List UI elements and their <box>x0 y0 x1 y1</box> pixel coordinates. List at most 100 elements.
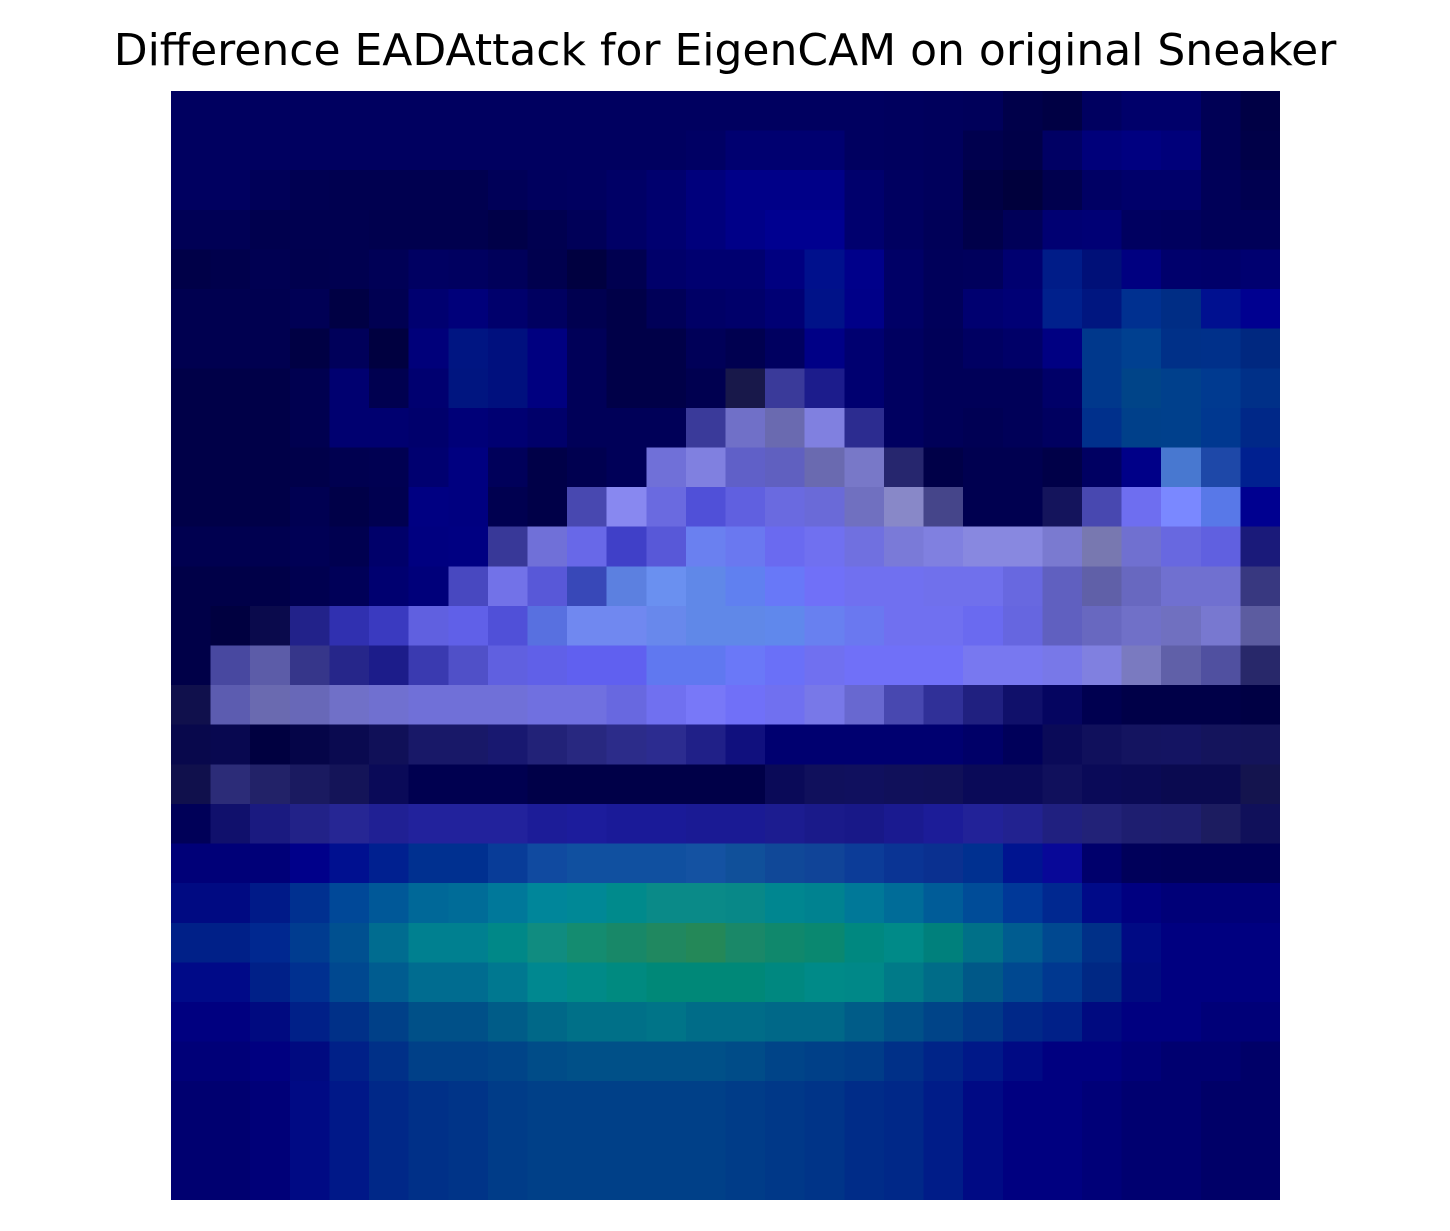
heatmap-cell-r22-c8 <box>487 962 529 1003</box>
heatmap-cell-r22-c23 <box>1081 962 1123 1003</box>
heatmap-cell-r23-c19 <box>923 1001 964 1043</box>
heatmap-cell-r9-c12 <box>646 447 687 488</box>
heatmap-cell-r6-c1 <box>210 328 251 369</box>
heatmap-cell-r9-c4 <box>329 447 370 488</box>
heatmap-cell-r10-c17 <box>844 487 885 528</box>
heatmap-cell-r13-c21 <box>1002 605 1043 647</box>
heatmap-cell-r25-c21 <box>1002 1081 1043 1122</box>
heatmap-cell-r10-c2 <box>250 487 291 528</box>
heatmap-cell-r3-c9 <box>527 209 568 251</box>
heatmap-cell-r24-c15 <box>765 1041 806 1082</box>
heatmap-cell-r22-c17 <box>844 962 885 1003</box>
heatmap-cell-r4-c18 <box>883 249 925 290</box>
heatmap-cell-r23-c14 <box>725 1001 766 1043</box>
heatmap-cell-r3-c14 <box>725 209 766 251</box>
heatmap-cell-r27-c3 <box>289 1160 331 1200</box>
heatmap-cell-r5-c16 <box>804 289 845 330</box>
heatmap-cell-r12-c21 <box>1002 566 1043 607</box>
heatmap-cell-r19-c20 <box>963 843 1004 884</box>
heatmap-cell-r18-c0 <box>171 803 212 845</box>
heatmap-cell-r18-c14 <box>725 803 766 845</box>
heatmap-cell-r6-c9 <box>527 328 568 369</box>
heatmap-cell-r20-c2 <box>250 883 291 924</box>
heatmap-cell-r25-c15 <box>765 1081 806 1122</box>
heatmap-cell-r4-c11 <box>606 249 647 290</box>
heatmap-cell-r15-c25 <box>1161 685 1202 726</box>
heatmap-cell-r18-c24 <box>1121 803 1162 845</box>
heatmap-cell-r17-c9 <box>527 764 568 805</box>
heatmap-cell-r17-c0 <box>171 764 212 805</box>
heatmap-cell-r13-c20 <box>963 605 1004 647</box>
heatmap-cell-r21-c2 <box>250 922 291 963</box>
heatmap-cell-r22-c9 <box>527 962 568 1003</box>
heatmap-cell-r23-c8 <box>487 1001 529 1043</box>
heatmap-cell-r5-c17 <box>844 289 885 330</box>
heatmap-cell-r15-c7 <box>448 685 489 726</box>
heatmap-cell-r5-c18 <box>883 289 925 330</box>
heatmap-cell-r21-c11 <box>606 922 647 963</box>
heatmap-cell-r21-c5 <box>369 922 410 963</box>
heatmap-cell-r4-c21 <box>1002 249 1043 290</box>
heatmap-cell-r1-c20 <box>963 130 1004 171</box>
heatmap-cell-r19-c11 <box>606 843 647 884</box>
heatmap-cell-r16-c13 <box>685 724 727 765</box>
heatmap-cell-r22-c21 <box>1002 962 1043 1003</box>
heatmap-cell-r2-c17 <box>844 170 885 211</box>
heatmap-cell-r21-c14 <box>725 922 766 963</box>
heatmap-cell-r21-c6 <box>408 922 449 963</box>
heatmap-cell-r7-c2 <box>250 368 291 409</box>
heatmap-cell-r21-c21 <box>1002 922 1043 963</box>
heatmap-cell-r11-c22 <box>1042 526 1083 567</box>
heatmap-cell-r6-c4 <box>329 328 370 369</box>
heatmap-cell-r20-c1 <box>210 883 251 924</box>
heatmap-cell-r7-c10 <box>567 368 608 409</box>
heatmap-cell-r14-c0 <box>171 645 212 686</box>
heatmap-cell-r22-c15 <box>765 962 806 1003</box>
heatmap-cell-r7-c16 <box>804 368 845 409</box>
heatmap-cell-r21-c15 <box>765 922 806 963</box>
heatmap-cell-r18-c25 <box>1161 803 1202 845</box>
heatmap-cell-r6-c26 <box>1200 328 1241 369</box>
heatmap-cell-r21-c7 <box>448 922 489 963</box>
heatmap-cell-r24-c19 <box>923 1041 964 1082</box>
heatmap-cell-r25-c23 <box>1081 1081 1123 1122</box>
heatmap-cell-r5-c26 <box>1200 289 1241 330</box>
heatmap-cell-r25-c4 <box>329 1081 370 1122</box>
heatmap-cell-r5-c10 <box>567 289 608 330</box>
heatmap-cell-r25-c6 <box>408 1081 449 1122</box>
heatmap-cell-r4-c23 <box>1081 249 1123 290</box>
heatmap-cell-r27-c24 <box>1121 1160 1162 1200</box>
heatmap-cell-r3-c18 <box>883 209 925 251</box>
heatmap-cell-r12-c0 <box>171 566 212 607</box>
heatmap-cell-r23-c0 <box>171 1001 212 1043</box>
heatmap-cell-r13-c10 <box>567 605 608 647</box>
heatmap-cell-r19-c13 <box>685 843 727 884</box>
heatmap-cell-r18-c3 <box>289 803 331 845</box>
heatmap-cell-r23-c17 <box>844 1001 885 1043</box>
heatmap-cell-r19-c4 <box>329 843 370 884</box>
heatmap-cell-r7-c17 <box>844 368 885 409</box>
heatmap-cell-r0-c13 <box>685 91 727 132</box>
heatmap-cell-r3-c17 <box>844 209 885 251</box>
heatmap-cell-r10-c23 <box>1081 487 1123 528</box>
heatmap-cell-r23-c24 <box>1121 1001 1162 1043</box>
heatmap-cell-r22-c12 <box>646 962 687 1003</box>
heatmap-cell-r11-c19 <box>923 526 964 567</box>
heatmap-cell-r21-c12 <box>646 922 687 963</box>
heatmap-cell-r1-c1 <box>210 130 251 171</box>
heatmap-cell-r17-c12 <box>646 764 687 805</box>
heatmap-cell-r1-c4 <box>329 130 370 171</box>
heatmap-cell-r12-c27 <box>1240 566 1280 607</box>
heatmap-cell-r10-c9 <box>527 487 568 528</box>
heatmap-cell-r0-c27 <box>1240 91 1280 132</box>
heatmap-cell-r21-c8 <box>487 922 529 963</box>
heatmap-cell-r18-c2 <box>250 803 291 845</box>
heatmap-cell-r22-c27 <box>1240 962 1280 1003</box>
heatmap-cell-r3-c16 <box>804 209 845 251</box>
heatmap-cell-r23-c2 <box>250 1001 291 1043</box>
heatmap-cell-r20-c7 <box>448 883 489 924</box>
heatmap-cell-r3-c22 <box>1042 209 1083 251</box>
heatmap-cell-r8-c1 <box>210 407 251 449</box>
heatmap-cell-r10-c8 <box>487 487 529 528</box>
heatmap-cell-r10-c13 <box>685 487 727 528</box>
